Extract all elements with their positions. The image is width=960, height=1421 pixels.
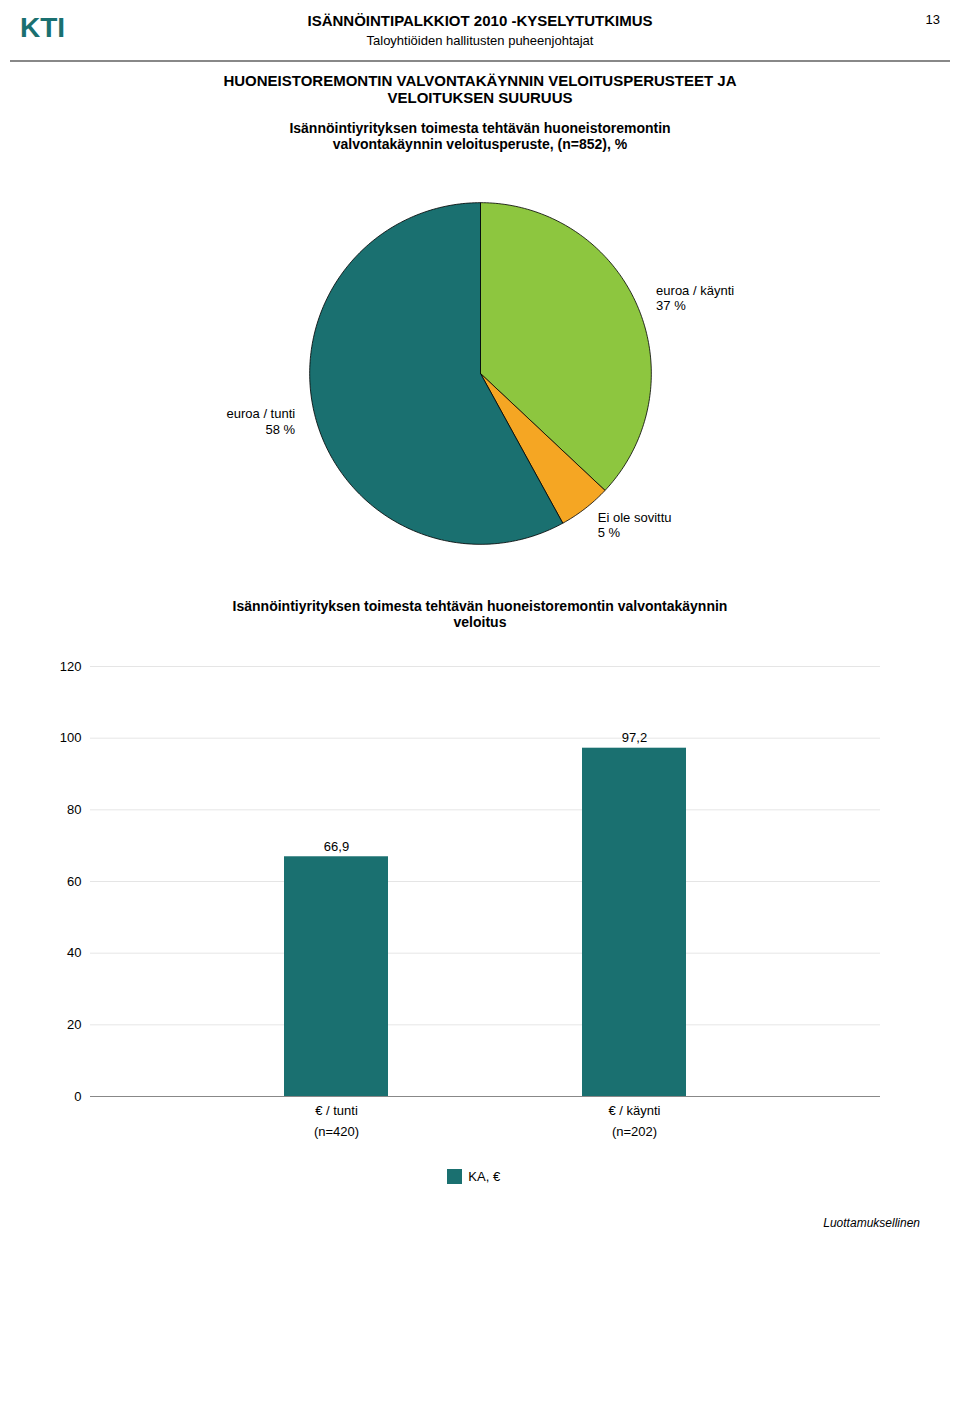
html-text:HUONEISTOREMONTIN VALVONTAKÄYN: HUONEISTOREMONTIN VALVONTAKÄYNNIN VELOIT… (223, 72, 737, 106)
svg-text:€ / tunti: € / tunti (315, 1103, 358, 1118)
html-text:KA, €: KA, € (468, 1169, 501, 1184)
svg-text:(n=202): (n=202) (612, 1124, 657, 1139)
svg-text:120: 120 (60, 659, 82, 674)
svg-text:(n=420): (n=420) (314, 1124, 359, 1139)
html-text:Isännöintiyrityksen toimesta t: Isännöintiyrityksen toimesta tehtävän hu… (232, 598, 728, 630)
svg-text:80: 80 (67, 802, 81, 817)
svg-text:€ / käynti: € / käynti (608, 1103, 660, 1118)
html-text:KTI: KTI (20, 12, 66, 43)
svg-text:0: 0 (74, 1089, 81, 1104)
html-text:Taloyhtiöiden hallitusten puhe: Taloyhtiöiden hallitusten puheenjohtajat (366, 33, 594, 48)
svg-text:40: 40 (67, 945, 81, 960)
svg-text:20: 20 (67, 1017, 81, 1032)
svg-text:euroa / tunti58 %: euroa / tunti58 % (227, 406, 296, 437)
html-text:ISÄNNÖINTIPALKKIOT 2010 -KYSEL: ISÄNNÖINTIPALKKIOT 2010 -KYSELYTUTKIMUS (307, 12, 653, 29)
svg-text:100: 100 (60, 730, 82, 745)
html-text:Isännöintiyrityksen toimesta t: Isännöintiyrityksen toimesta tehtävän hu… (289, 120, 671, 152)
svg-text:euroa / käynti37 %: euroa / käynti37 % (656, 283, 734, 314)
svg-text:66,9: 66,9 (324, 839, 349, 854)
html-text:Luottamuksellinen: Luottamuksellinen (823, 1215, 920, 1230)
svg-text:60: 60 (67, 874, 81, 889)
svg-text:97,2: 97,2 (622, 730, 647, 745)
html-text:13: 13 (925, 12, 940, 27)
svg-text:Ei ole sovittu5 %: Ei ole sovittu5 % (598, 510, 672, 541)
